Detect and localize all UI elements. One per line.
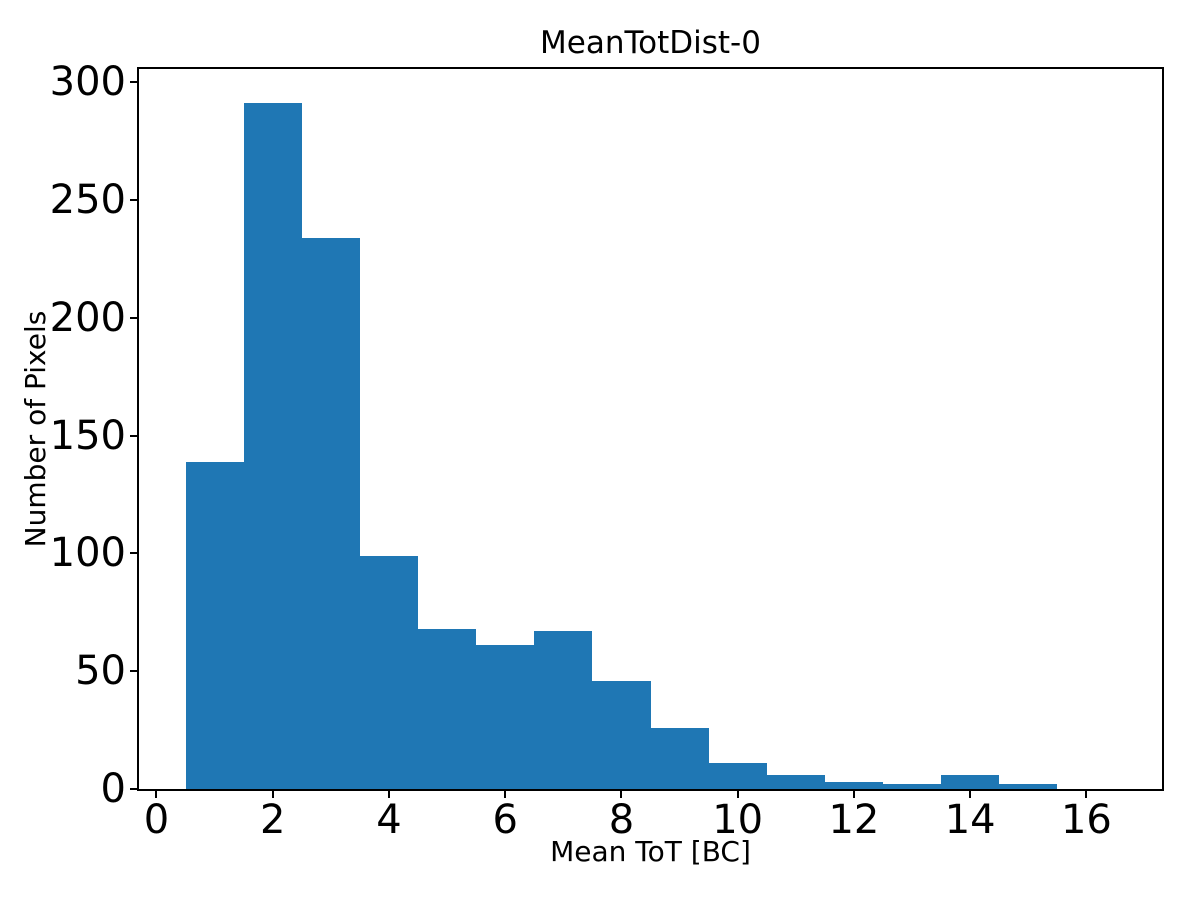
y-tick-label: 200 xyxy=(49,294,126,341)
x-tick-label: 14 xyxy=(944,797,996,843)
x-tick-label: 0 xyxy=(143,797,170,843)
histogram-bar xyxy=(359,555,418,789)
y-tick-mark xyxy=(130,81,139,84)
histogram-bar xyxy=(476,645,535,789)
x-axis-label: Mean ToT [BC] xyxy=(550,835,751,868)
x-tick-mark xyxy=(620,789,623,798)
y-tick-label: 150 xyxy=(49,412,126,459)
plot-area: 0 2 4 6 8 10 12 14 16 0 50 100 150 200 250 300 xyxy=(50,62,1164,840)
x-tick-mark xyxy=(504,789,507,798)
y-tick-label: 0 xyxy=(100,766,126,812)
y-tick-mark xyxy=(130,316,139,319)
histogram-bar xyxy=(301,237,360,789)
histogram-bar xyxy=(941,774,1000,789)
y-tick-mark xyxy=(130,788,139,790)
x-tick-label: 6 xyxy=(492,797,518,843)
x-tick-mark xyxy=(1085,789,1088,798)
histogram-bar xyxy=(243,103,302,789)
y-tick-label: 250 xyxy=(49,176,126,223)
y-tick-mark xyxy=(130,198,139,201)
chart-title: MeanTotDist-0 xyxy=(540,25,761,61)
histogram-bar xyxy=(999,784,1058,789)
y-axis-label: Number of Pixels xyxy=(19,310,52,548)
y-tick-label: 300 xyxy=(49,59,126,106)
histogram-bar xyxy=(185,461,244,789)
y-tick-mark xyxy=(130,434,139,437)
x-tick-label: 2 xyxy=(259,797,286,843)
x-tick-label: 12 xyxy=(828,797,880,843)
x-tick-mark xyxy=(271,789,274,798)
histogram-bar xyxy=(883,784,942,789)
x-tick-mark xyxy=(852,789,855,798)
x-tick-mark xyxy=(155,789,158,798)
x-tick-label: 16 xyxy=(1060,797,1112,843)
x-tick-mark xyxy=(969,789,972,798)
y-tick-label: 50 xyxy=(75,648,126,695)
y-tick-label: 100 xyxy=(49,530,126,577)
x-tick-label: 8 xyxy=(608,797,635,843)
histogram-bar xyxy=(766,774,825,789)
histogram-bar xyxy=(650,727,709,789)
x-tick-mark xyxy=(387,789,390,798)
y-tick-mark xyxy=(130,552,139,555)
x-tick-label: 10 xyxy=(712,797,764,843)
y-tick-mark xyxy=(130,670,139,673)
x-tick-label: 4 xyxy=(376,797,402,843)
x-tick-mark xyxy=(736,789,739,798)
histogram-bar xyxy=(824,781,883,789)
histogram-bar xyxy=(708,763,767,789)
histogram-bar xyxy=(418,628,477,789)
histogram-bar xyxy=(592,680,651,789)
histogram-bar xyxy=(534,631,593,789)
